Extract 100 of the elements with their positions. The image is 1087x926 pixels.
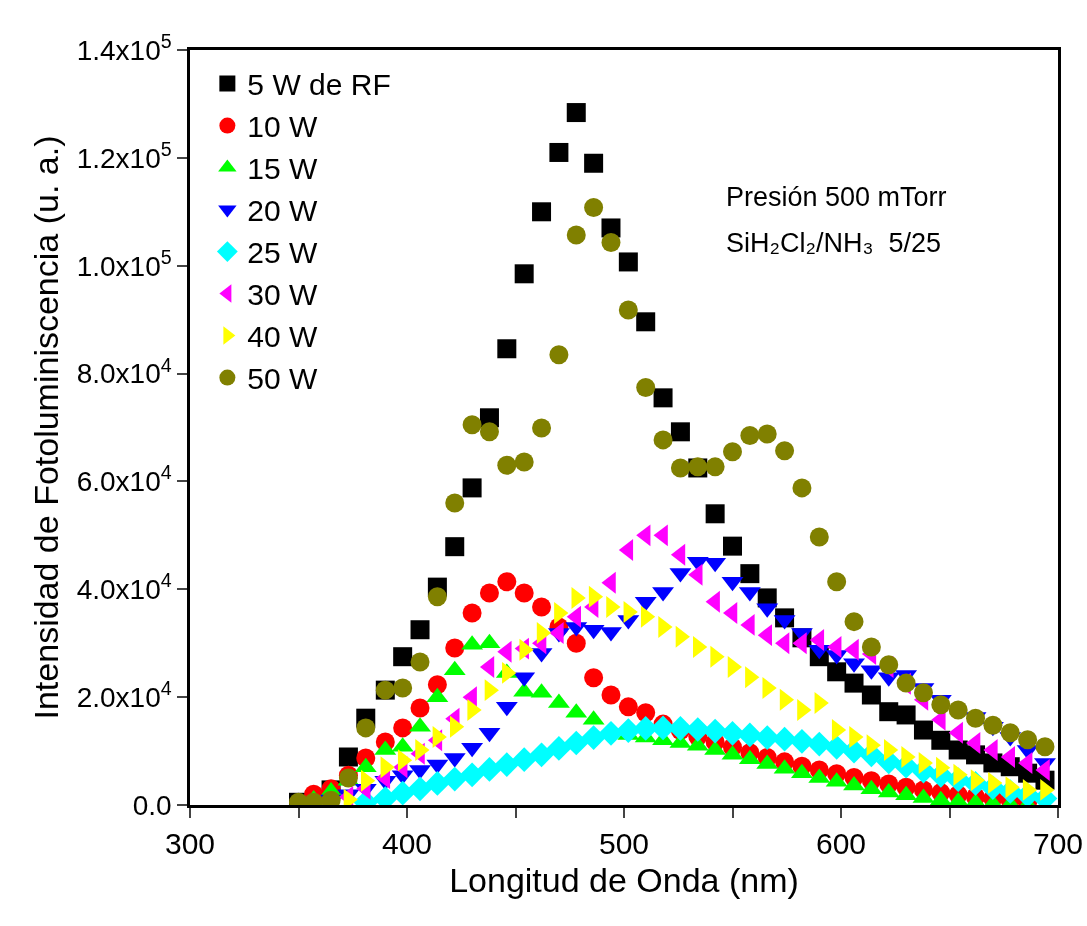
point bbox=[737, 722, 763, 748]
point bbox=[445, 638, 465, 658]
point bbox=[497, 339, 517, 359]
x-tick-label: 300 bbox=[164, 826, 216, 860]
y-tick-label: 2.0x10$^{4}$ bbox=[76, 677, 172, 713]
point bbox=[549, 142, 569, 162]
y-axis-title: Intensidad de Fotoluminiscencia (u. a.) bbox=[27, 135, 66, 720]
point bbox=[514, 452, 534, 472]
point bbox=[636, 378, 656, 398]
point bbox=[861, 685, 881, 705]
point bbox=[442, 766, 468, 792]
point bbox=[757, 424, 777, 444]
point bbox=[497, 455, 517, 475]
point bbox=[653, 388, 673, 408]
point bbox=[809, 527, 829, 547]
point bbox=[879, 655, 899, 675]
point bbox=[393, 718, 413, 738]
point bbox=[702, 718, 728, 744]
point bbox=[563, 730, 589, 756]
point bbox=[549, 345, 569, 365]
point bbox=[566, 103, 586, 123]
point bbox=[511, 747, 537, 773]
point bbox=[1000, 723, 1020, 743]
point bbox=[1018, 730, 1038, 750]
point bbox=[581, 725, 606, 750]
x-axis-title: Longitud de Onda (nm) bbox=[449, 861, 799, 900]
point bbox=[584, 197, 604, 217]
point bbox=[615, 718, 641, 743]
legend-label: 40 W bbox=[247, 320, 319, 354]
point bbox=[407, 776, 433, 802]
point bbox=[427, 587, 447, 607]
point bbox=[514, 264, 534, 284]
point bbox=[931, 695, 951, 715]
point bbox=[827, 662, 847, 682]
point bbox=[618, 697, 638, 717]
point bbox=[948, 700, 968, 720]
point bbox=[459, 762, 485, 788]
point bbox=[494, 752, 520, 777]
point bbox=[462, 478, 482, 498]
x-tick-label: 500 bbox=[598, 826, 650, 860]
point bbox=[913, 683, 933, 703]
x-tick-label: 400 bbox=[381, 826, 433, 860]
y-tick-label: 1.2x10$^{5}$ bbox=[76, 137, 172, 174]
point bbox=[584, 153, 604, 173]
point bbox=[723, 442, 742, 462]
point bbox=[827, 572, 847, 592]
point bbox=[479, 583, 499, 603]
point bbox=[425, 771, 450, 796]
point bbox=[653, 430, 673, 450]
point bbox=[720, 720, 745, 746]
point bbox=[670, 458, 690, 478]
point bbox=[514, 583, 534, 603]
point bbox=[477, 757, 502, 782]
point bbox=[723, 536, 742, 556]
point bbox=[566, 633, 586, 653]
point bbox=[546, 736, 572, 761]
point bbox=[983, 715, 1003, 735]
point bbox=[775, 441, 795, 461]
point bbox=[410, 652, 430, 672]
point bbox=[618, 252, 638, 272]
point bbox=[670, 422, 690, 442]
legend-label: 15 W bbox=[247, 152, 319, 186]
point bbox=[705, 457, 725, 477]
point bbox=[896, 673, 916, 693]
point bbox=[601, 233, 621, 253]
point bbox=[879, 702, 899, 722]
y-tick-label: 0.0 bbox=[132, 789, 172, 821]
point bbox=[601, 685, 621, 705]
point bbox=[844, 612, 864, 632]
point bbox=[532, 597, 552, 617]
point bbox=[636, 312, 656, 332]
point bbox=[792, 478, 812, 498]
x-tick-label: 700 bbox=[1032, 826, 1084, 860]
point bbox=[445, 537, 465, 557]
point bbox=[740, 564, 760, 584]
point bbox=[479, 422, 499, 442]
annotation: SiH₂Cl₂/NH₃ 5/25 bbox=[726, 228, 942, 258]
y-tick-label: 1.4x10$^{5}$ bbox=[76, 30, 172, 66]
point bbox=[618, 300, 638, 320]
y-tick-label: 6.0x10$^{4}$ bbox=[76, 461, 172, 498]
point bbox=[772, 726, 797, 752]
point bbox=[393, 647, 413, 667]
point bbox=[445, 493, 465, 513]
point bbox=[566, 225, 586, 245]
legend-label: 50 W bbox=[247, 362, 319, 396]
annotation: Presión 500 mTorr bbox=[726, 182, 947, 212]
point bbox=[529, 742, 554, 768]
y-tick-label: 1.0x10$^{5}$ bbox=[76, 245, 172, 282]
point bbox=[410, 620, 430, 640]
point bbox=[740, 426, 760, 446]
point bbox=[896, 705, 916, 725]
point bbox=[806, 731, 832, 757]
point bbox=[393, 678, 413, 698]
point bbox=[913, 720, 933, 740]
y-tick-label: 8.0x10$^{4}$ bbox=[76, 353, 172, 390]
point bbox=[861, 637, 881, 657]
legend-label: 30 W bbox=[247, 278, 319, 312]
point bbox=[1035, 737, 1055, 757]
point bbox=[356, 718, 376, 738]
legend-label: 20 W bbox=[247, 194, 319, 228]
